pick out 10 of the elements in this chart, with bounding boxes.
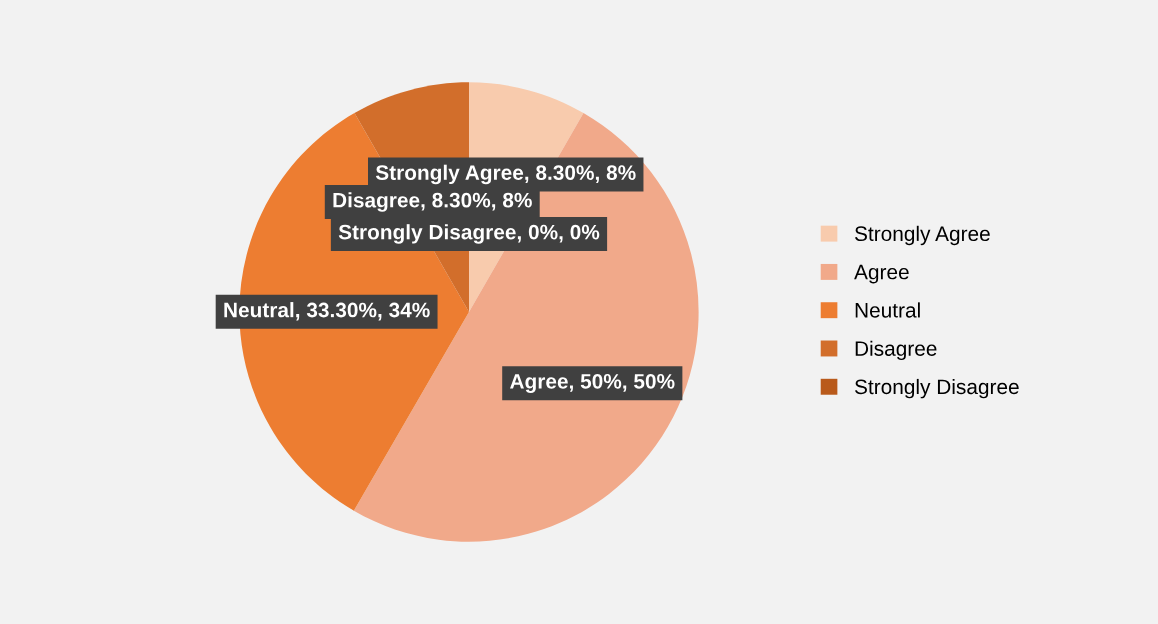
data-label: Disagree, 8.30%, 8% <box>333 192 532 212</box>
legend-label: Strongly Agree <box>854 225 990 246</box>
legend-label: Agree <box>854 264 909 284</box>
data-label: Strongly Agree, 8.30%, 8% <box>375 164 636 185</box>
data-label: Agree, 50%, 50% <box>510 373 675 393</box>
data-label: Neutral, 33.30%, 34% <box>224 302 430 321</box>
text: Strongly Disagree, 0%, 0% <box>338 224 600 244</box>
legend-label: Disagree <box>855 340 937 361</box>
legend-label: Strongly Disagree <box>854 378 1019 399</box>
legend-label: Neutral <box>855 302 920 318</box>
